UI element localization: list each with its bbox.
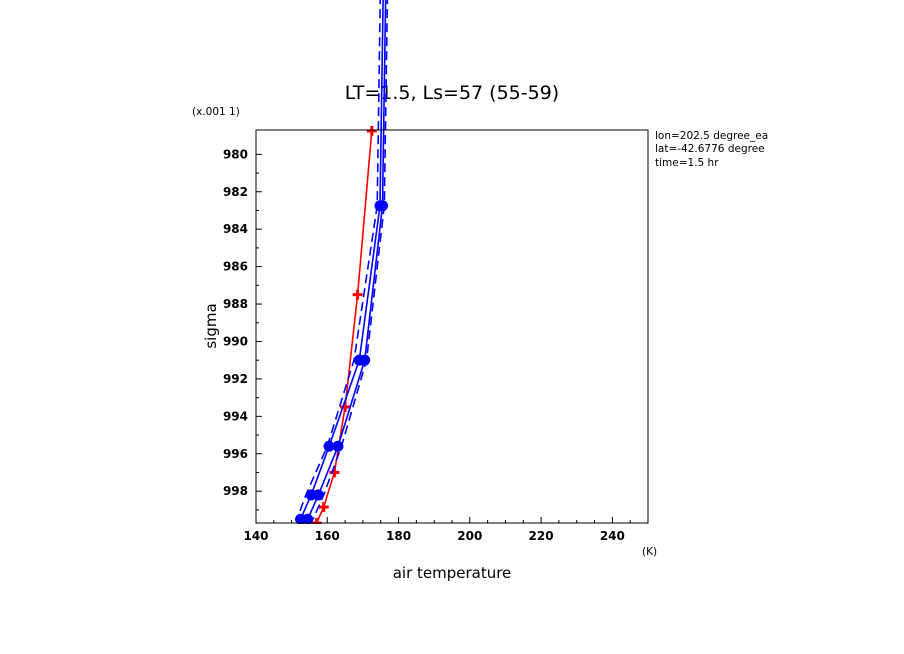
x-tick-label: 140 — [243, 529, 268, 543]
annotation-lat: lat=-42.6776 degree — [655, 143, 765, 155]
y-axis-label: sigma — [202, 303, 220, 348]
annotation-lon: lon=202.5 degree_ea — [655, 130, 768, 142]
series-line-5 — [296, 0, 382, 520]
annotation-time: time=1.5 hr — [655, 157, 719, 169]
y-tick-label: 984 — [223, 222, 248, 236]
y-tick-label: 998 — [223, 484, 248, 498]
plot-series — [295, 0, 389, 524]
y-tick-label: 988 — [223, 297, 248, 311]
data-point — [323, 440, 335, 452]
x-tick-label: 200 — [457, 529, 482, 543]
chart-title: LT=1.5, Ls=57 (55-59) — [345, 82, 559, 104]
x-unit-label: (K) — [642, 546, 657, 558]
plot-frame — [255, 129, 649, 524]
data-point — [353, 354, 365, 366]
y-tick-label: 980 — [223, 147, 248, 161]
x-tick-label: 240 — [600, 529, 625, 543]
y-tick-label: 982 — [223, 185, 248, 199]
series-line-3 — [299, 0, 384, 520]
x-axis-label: air temperature — [393, 564, 512, 582]
y-tick-label: 986 — [223, 260, 248, 274]
y-unit-label: (x.001 1) — [192, 106, 240, 118]
y-tick-label: 990 — [223, 334, 248, 348]
x-tick-label: 220 — [529, 529, 554, 543]
y-tick-label: 994 — [223, 409, 248, 423]
data-point — [305, 489, 317, 501]
y-tick-label: 996 — [223, 447, 248, 461]
series-line-4 — [312, 0, 389, 520]
axis-ticks: 140 160 180 200 220 240 980 982 984 986 988 990 992 9… — [223, 147, 631, 543]
x-tick-label: 160 — [315, 529, 340, 543]
y-tick-label: 992 — [223, 372, 248, 386]
data-point — [332, 440, 344, 452]
series-line-2 — [306, 0, 387, 520]
x-tick-label: 180 — [386, 529, 411, 543]
